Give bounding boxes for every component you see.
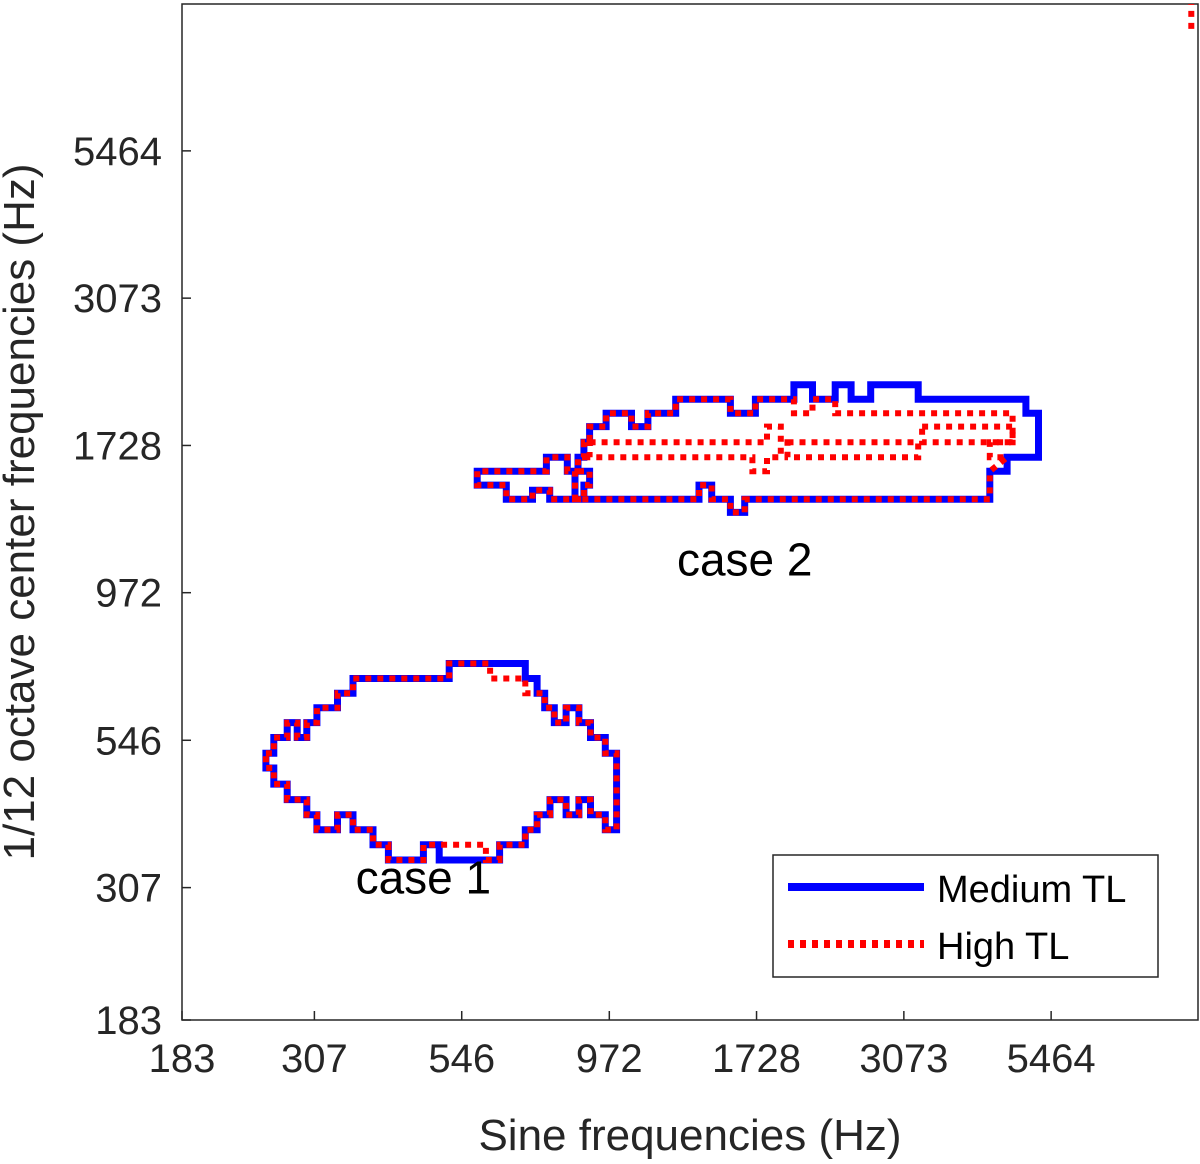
contour-high-tl <box>784 439 922 461</box>
legend-box <box>772 854 1159 978</box>
legend-label-high-tl: High TL <box>937 926 1069 968</box>
plot-frame <box>181 3 1199 1021</box>
annotations: case 1 case 2 <box>356 533 813 903</box>
series-layer <box>262 4 1195 864</box>
y-tick-label: 3073 <box>73 277 162 321</box>
x-tick-label: 1728 <box>712 1037 801 1081</box>
legend: Medium TL High TL <box>772 854 1159 978</box>
y-tick-label: 546 <box>95 719 162 763</box>
contour-high-tl <box>474 396 1016 516</box>
x-axis-ticks: 183 307 546 972 1728 3073 5464 <box>149 1011 1096 1081</box>
x-tick-label: 3073 <box>859 1037 948 1081</box>
y-axis-ticks: 183 307 546 972 1728 3073 5464 <box>73 130 191 1043</box>
annotation-case-1: case 1 <box>356 852 492 904</box>
contour-high-tl <box>586 423 784 475</box>
y-tick-label: 1728 <box>73 424 162 468</box>
annotation-case-2: case 2 <box>677 533 813 585</box>
x-tick-label: 546 <box>428 1037 495 1081</box>
y-tick-label: 5464 <box>73 130 162 174</box>
contour-high-tl <box>919 423 1016 446</box>
x-tick-label: 183 <box>149 1037 216 1081</box>
x-tick-label: 5464 <box>1007 1037 1096 1081</box>
x-tick-label: 972 <box>576 1037 643 1081</box>
legend-label-medium-tl: Medium TL <box>937 869 1126 911</box>
y-axis-label: 1/12 octave center frequencies (Hz) <box>0 163 44 860</box>
y-tick-label: 183 <box>95 999 162 1043</box>
x-tick-label: 307 <box>281 1037 348 1081</box>
x-axis-label: Sine frequencies (Hz) <box>478 1111 901 1160</box>
y-tick-label: 307 <box>95 867 162 911</box>
y-tick-label: 972 <box>95 572 162 616</box>
contour-high-tl <box>262 660 620 863</box>
